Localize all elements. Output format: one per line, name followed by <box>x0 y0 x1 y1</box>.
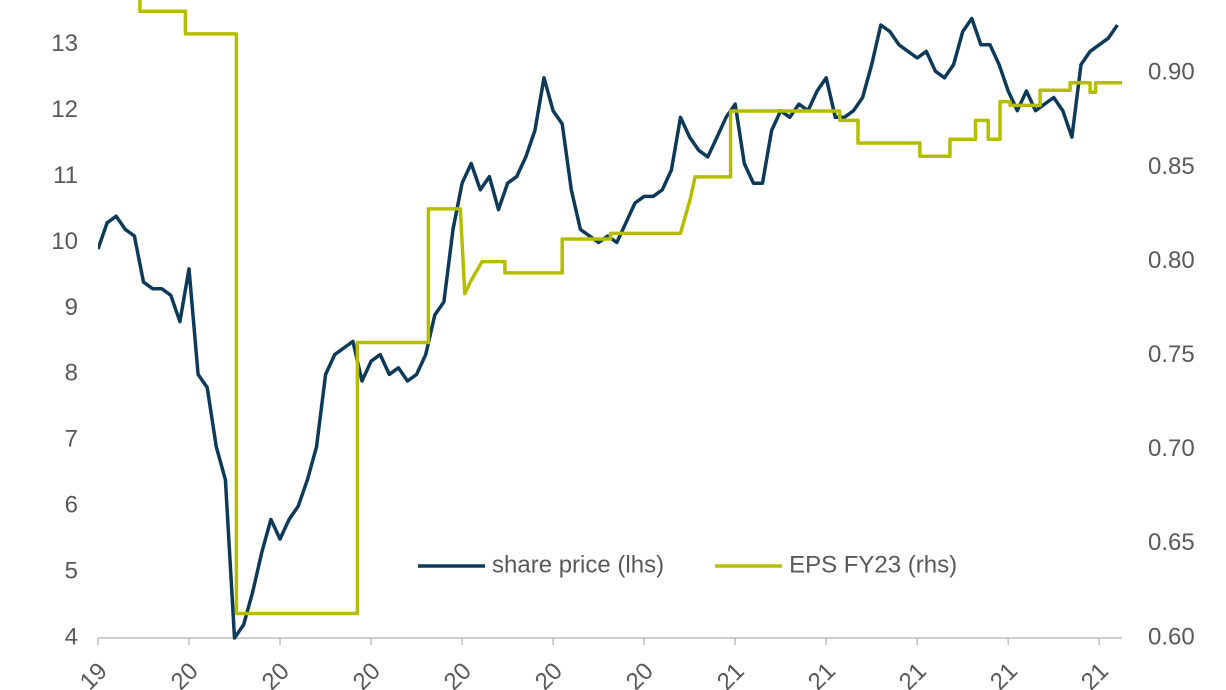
x-tick-label: 20 <box>621 658 659 690</box>
y2-tick-label: 0.60 <box>1148 623 1195 650</box>
y2-tick-label: 0.90 <box>1148 59 1195 86</box>
y2-tick-label: 0.85 <box>1148 153 1195 180</box>
x-tick-label: 20 <box>530 658 568 690</box>
x-tick-label: 20 <box>348 658 386 690</box>
x-tick-label: 20 <box>166 658 204 690</box>
y2-tick-label: 0.70 <box>1148 435 1195 462</box>
x-tick-label: 21 <box>1076 658 1114 690</box>
y2-tick-label: 0.80 <box>1148 247 1195 274</box>
y-tick-label: 13 <box>51 30 78 57</box>
y-tick-label: 6 <box>65 492 78 519</box>
x-tick-label: 21 <box>803 658 841 690</box>
y2-tick-label: 0.65 <box>1148 529 1195 556</box>
series-line <box>98 16 1119 640</box>
y-tick-label: 10 <box>51 228 78 255</box>
plot-area <box>98 0 1122 640</box>
y-tick-label: 4 <box>65 623 78 650</box>
x-tick-label: 21 <box>712 658 750 690</box>
x-tick-label: 20 <box>257 658 295 690</box>
y-tick-label: 9 <box>65 294 78 321</box>
y-tick-label: 12 <box>51 96 78 123</box>
y-tick-label: 7 <box>65 426 78 453</box>
y2-tick-label: 0.75 <box>1148 341 1195 368</box>
x-tick-label: 21 <box>985 658 1023 690</box>
legend-label: EPS FY23 (rhs) <box>789 551 957 578</box>
y-tick-label: 11 <box>53 162 78 189</box>
x-tick-label: 21 <box>894 658 932 690</box>
y-tick-label: 8 <box>65 360 78 387</box>
x-tick-label: 19 <box>75 658 113 690</box>
x-tick-label: 20 <box>439 658 477 690</box>
series-line <box>138 0 1122 616</box>
y-tick-label: 5 <box>65 557 78 584</box>
legend-label: share price (lhs) <box>492 551 664 578</box>
